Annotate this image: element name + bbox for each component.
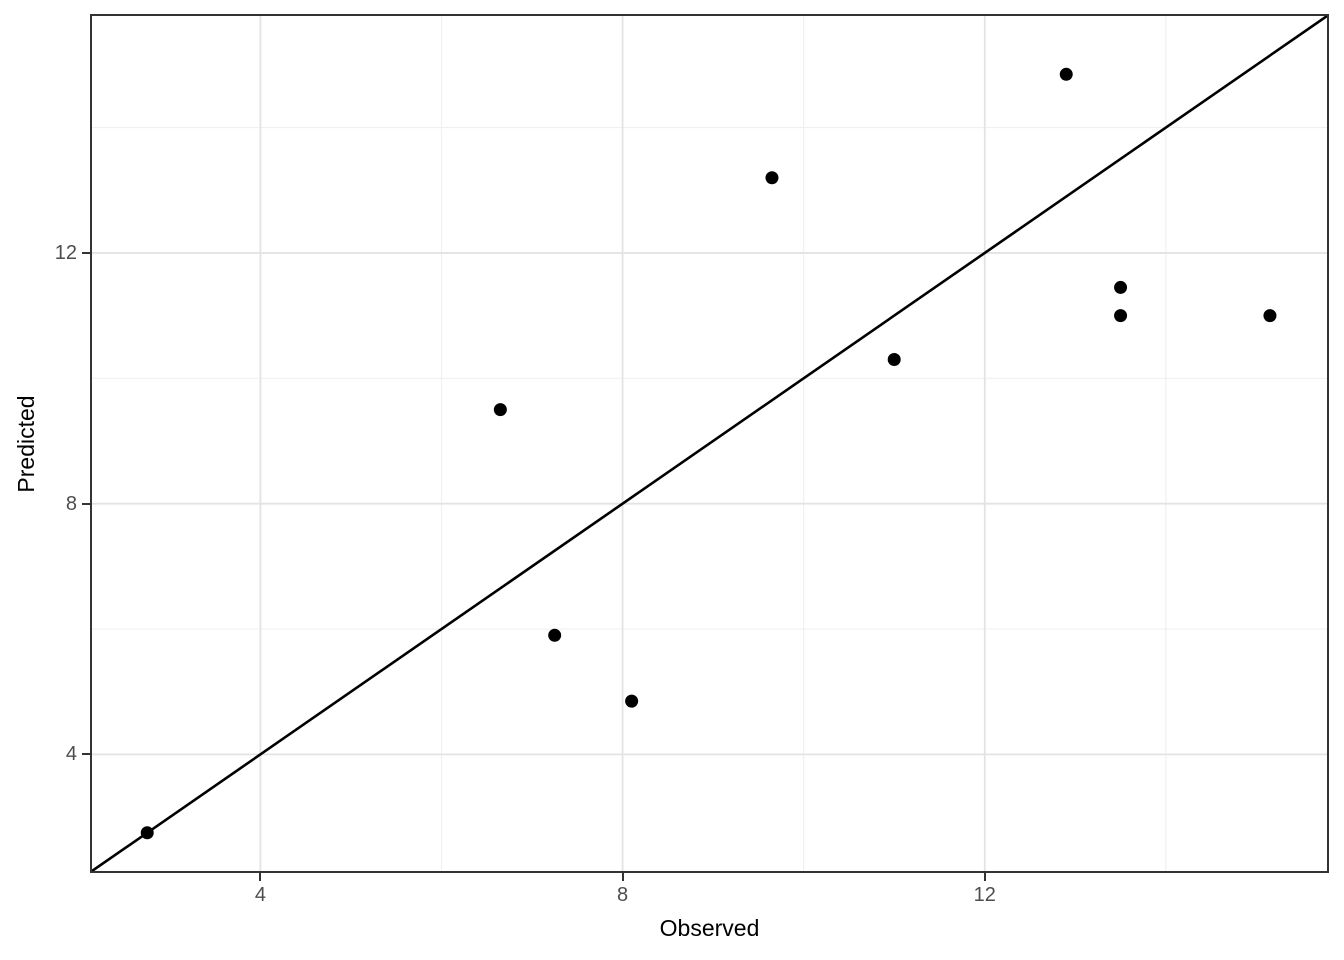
x-tick-mark-4: [259, 873, 262, 881]
data-point-3: [625, 694, 639, 708]
data-point-2: [548, 628, 562, 642]
data-point-0: [140, 826, 154, 840]
y-tick-mark-8: [82, 502, 90, 505]
x-tick-label-12: 12: [973, 884, 996, 906]
data-point-7: [1114, 280, 1128, 294]
y-tick-mark-4: [82, 753, 90, 756]
x-tick-label-4: 4: [254, 884, 266, 906]
data-point-1: [493, 403, 507, 417]
y-tick-mark-12: [82, 251, 90, 254]
data-point-6: [1059, 67, 1073, 81]
x-tick-mark-12: [983, 873, 986, 881]
y-tick-label-12: 12: [54, 241, 77, 264]
x-tick-label-8: 8: [617, 884, 629, 906]
data-point-9: [1263, 309, 1277, 323]
data-point-5: [887, 353, 901, 367]
plot-area: [92, 16, 1327, 871]
data-point-8: [1114, 309, 1128, 323]
y-tick-label-8: 8: [65, 492, 77, 515]
x-tick-mark-8: [621, 873, 624, 881]
y-axis-title: Predicted: [13, 394, 39, 493]
x-axis-title: Observed: [659, 915, 760, 941]
data-point-4: [765, 171, 779, 185]
y-tick-label-4: 4: [65, 743, 77, 766]
identity-reference-line: [92, 16, 1327, 871]
plot-panel: [90, 14, 1329, 873]
